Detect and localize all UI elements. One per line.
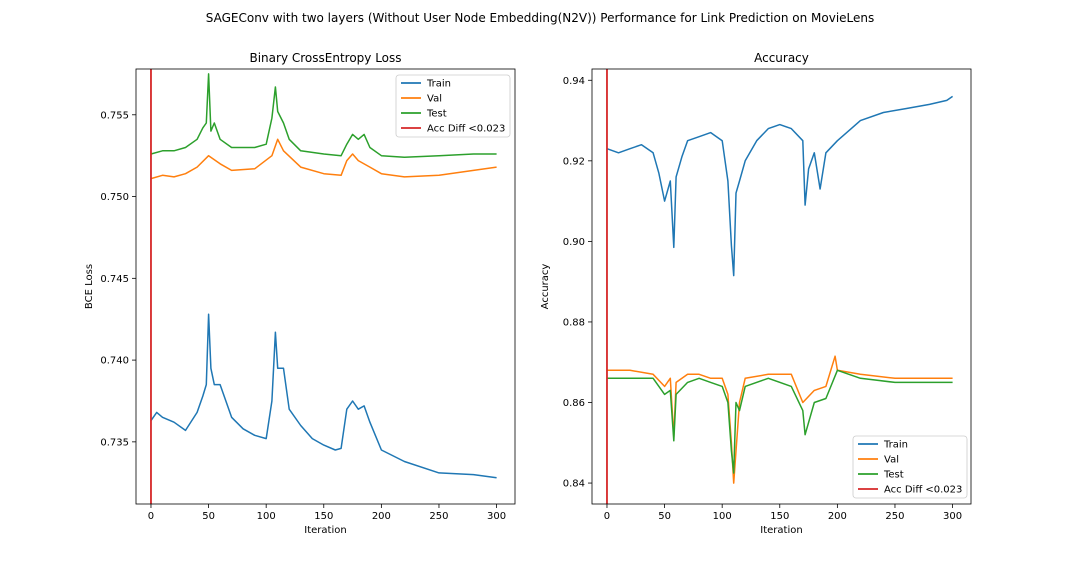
legend-label: Val: [884, 455, 899, 466]
y-tick-label: 0.750: [100, 192, 129, 203]
loss-panel: 0 50 100 150 200 250 300 0.735 0.740 0.745 0.750 0.…: [84, 51, 516, 536]
y-tick-label: 0.745: [100, 274, 129, 285]
x-axis-label: Iteration: [760, 525, 802, 536]
x-tick-label: 200: [828, 511, 847, 522]
series-line-train: [606, 95, 954, 277]
legend: Train Val Test Acc Diff <0.023: [852, 435, 968, 499]
y-tick-label: 0.740: [100, 356, 129, 367]
x-tick-label: 100: [257, 511, 276, 522]
legend-box: [395, 74, 511, 138]
legend-label: Test: [426, 109, 447, 120]
legend-label: Acc Diff <0.023: [884, 485, 962, 496]
accuracy-panel: 0 50 100 150 200 250 300 0.84 0.86 0.88 0.90 0.92 0.…: [540, 51, 972, 536]
x-tick-label: 250: [885, 511, 904, 522]
x-tick-label: 100: [713, 511, 732, 522]
series-line-val: [150, 138, 497, 180]
axes-frame: [135, 68, 516, 505]
y-tick-label: 0.92: [563, 156, 585, 167]
legend-label: Train: [883, 440, 908, 451]
series-line-train: [150, 313, 497, 479]
x-tick-label: 0: [604, 511, 610, 522]
figure-suptitle: SAGEConv with two layers (Without User N…: [206, 11, 875, 25]
legend: Train Val Test Acc Diff <0.023: [395, 74, 511, 138]
y-tick-label: 0.90: [563, 237, 585, 248]
y-tick-label: 0.735: [100, 437, 129, 448]
y-tick-label: 0.755: [100, 110, 129, 121]
x-tick-label: 200: [372, 511, 391, 522]
y-tick-label: 0.88: [563, 317, 585, 328]
panel-title: Binary CrossEntropy Loss: [249, 51, 401, 65]
x-tick-label: 0: [148, 511, 154, 522]
legend-label: Test: [883, 470, 904, 481]
x-axis-label: Iteration: [304, 525, 346, 536]
series-line-test: [607, 369, 953, 474]
y-tick-label: 0.84: [563, 479, 585, 490]
legend-label: Acc Diff <0.023: [427, 124, 505, 135]
x-tick-label: 50: [658, 511, 671, 522]
x-tick-label: 150: [314, 511, 333, 522]
y-tick-label: 0.94: [563, 76, 585, 87]
x-tick-label: 150: [770, 511, 789, 522]
legend-label: Train: [426, 79, 451, 90]
legend-label: Val: [427, 94, 442, 105]
panel-title: Accuracy: [754, 51, 809, 65]
series-line-test: [150, 73, 497, 159]
y-axis-label: Accuracy: [540, 264, 551, 310]
x-tick-label: 50: [202, 511, 215, 522]
legend-box: [852, 435, 968, 499]
x-tick-label: 300: [487, 511, 506, 522]
y-axis-label: BCE Loss: [84, 264, 95, 309]
x-tick-label: 250: [429, 511, 448, 522]
x-tick-label: 300: [943, 511, 962, 522]
axes-frame: [591, 68, 972, 505]
y-tick-label: 0.86: [563, 398, 585, 409]
